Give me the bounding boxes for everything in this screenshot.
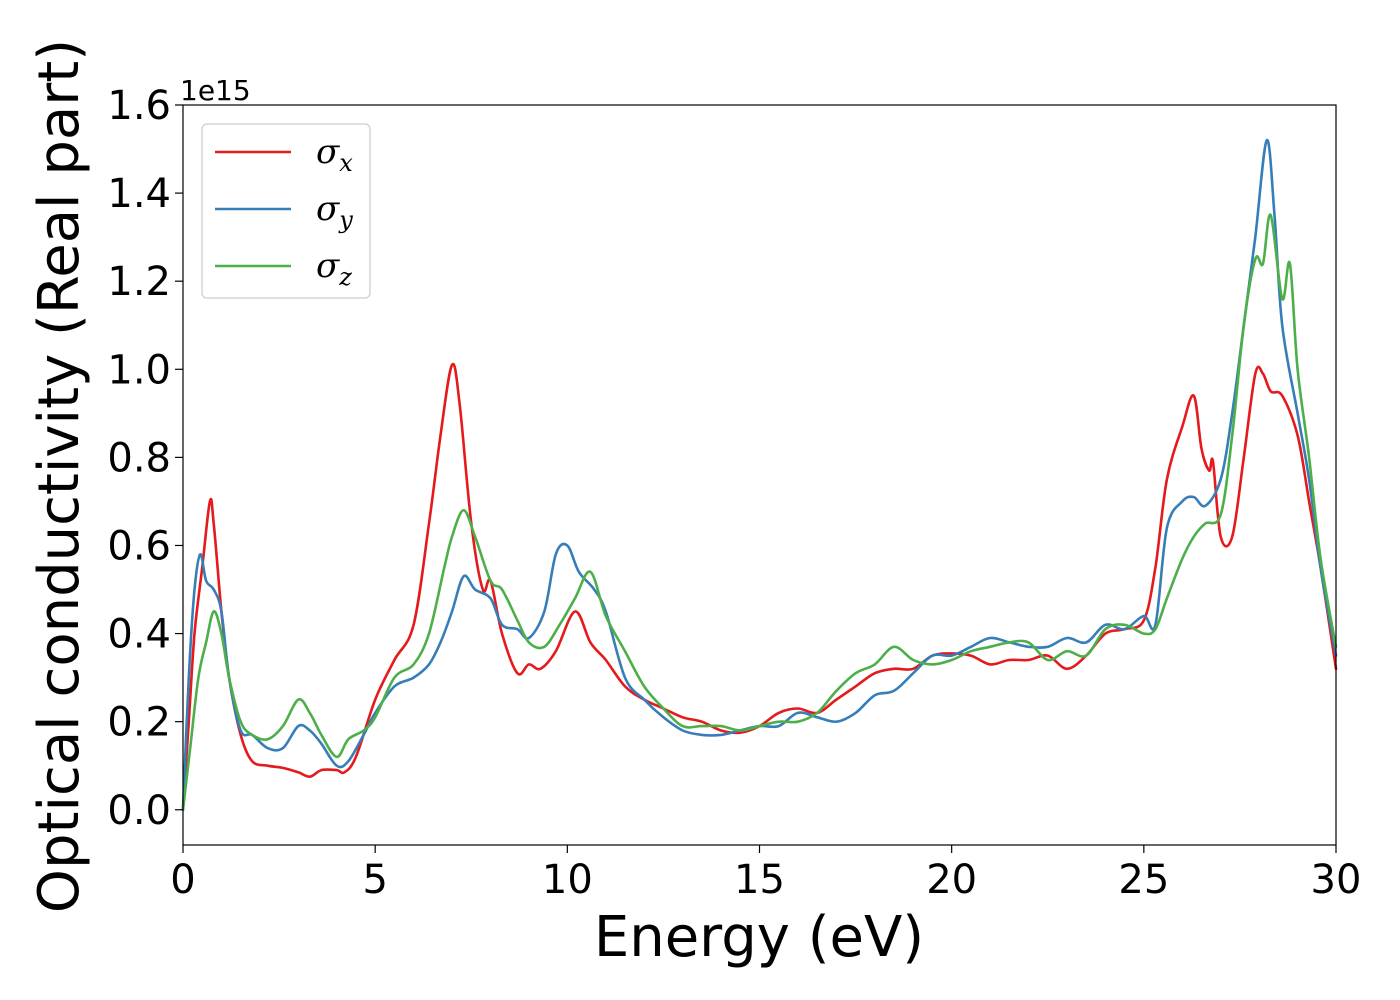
legend-label-x: σx (316, 132, 353, 177)
y-tick-label: 1.0 (107, 347, 171, 393)
x-tick-label: 10 (542, 857, 593, 903)
series-line-x (181, 362, 1338, 812)
y-offset-label: 1e15 (180, 74, 251, 107)
x-tick-label: 0 (170, 857, 195, 903)
x-tick-label: 20 (926, 857, 977, 903)
y-tick-label: 1.6 (107, 83, 171, 129)
y-tick-label: 0.6 (107, 523, 171, 569)
y-axis-label: Optical conductivity (Real part) (27, 39, 92, 913)
y-tick-label: 0.0 (107, 788, 171, 834)
legend-box (201, 123, 371, 299)
y-tick-label: 0.8 (107, 435, 171, 481)
x-tick-label: 5 (362, 857, 387, 903)
x-axis: 0 5 10 15 20 25 30 (170, 845, 1361, 903)
x-tick-label: 25 (1118, 857, 1169, 903)
legend: σx σy σz (201, 123, 371, 299)
series-layer (181, 138, 1338, 812)
series-line-y (181, 138, 1338, 812)
x-tick-label: 30 (1311, 857, 1362, 903)
series-line-z (181, 213, 1338, 812)
legend-label-z: σz (316, 246, 352, 291)
y-axis: 0.0 0.2 0.4 0.6 0.8 1.0 1.2 1.4 1.6 (107, 83, 183, 834)
x-axis-label: Energy (eV) (594, 905, 924, 970)
y-tick-label: 0.2 (107, 700, 171, 746)
y-tick-label: 1.4 (107, 171, 171, 217)
x-tick-label: 15 (734, 857, 785, 903)
y-tick-label: 1.2 (107, 259, 171, 305)
legend-label-y: σy (316, 189, 353, 234)
y-tick-label: 0.4 (107, 612, 171, 658)
